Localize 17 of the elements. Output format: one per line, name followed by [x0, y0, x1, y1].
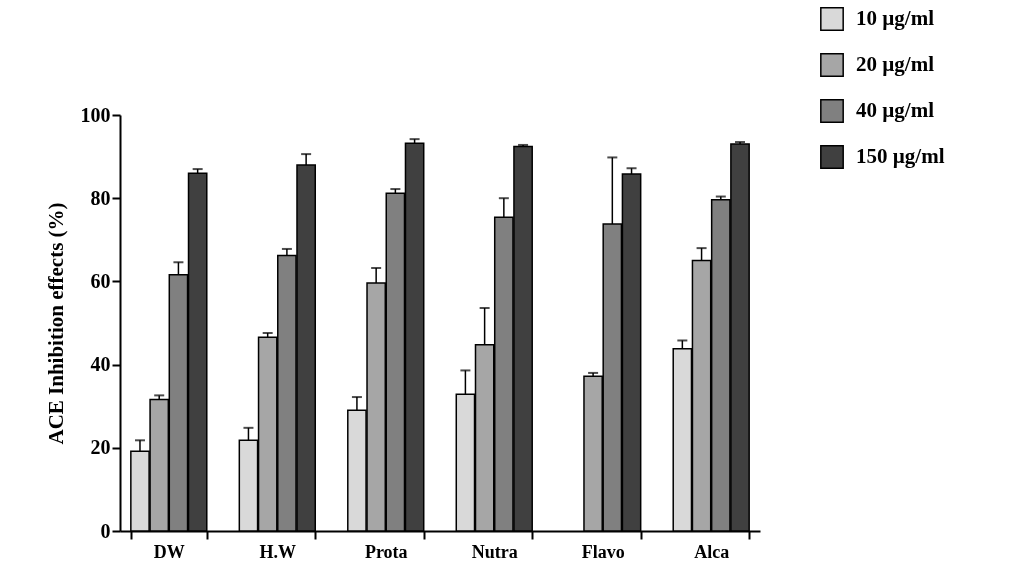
x-tick-label: Nutra: [471, 541, 518, 562]
x-tick-label: Prota: [364, 541, 408, 562]
x-tick-label: H.W: [259, 541, 297, 562]
legend-label: 20 µg/ml: [856, 52, 935, 76]
legend-label: 150 µg/ml: [856, 144, 945, 168]
legend-label: 40 µg/ml: [856, 98, 935, 122]
y-tick-label: 60: [90, 269, 111, 292]
legend-label: 10 µg/ml: [856, 6, 935, 30]
y-tick-label: 20: [90, 436, 111, 459]
y-tick-label: 40: [90, 353, 111, 376]
y-tick-label: 100: [80, 103, 111, 126]
y-tick-label: 80: [90, 186, 111, 209]
y-tick-label: 0: [100, 519, 111, 542]
x-tick-label: Flavo: [581, 541, 625, 562]
x-tick-label: Alca: [694, 541, 730, 562]
y-axis-title: ACE Inhibition effects (%): [43, 202, 68, 445]
x-tick-label: DW: [153, 541, 185, 562]
